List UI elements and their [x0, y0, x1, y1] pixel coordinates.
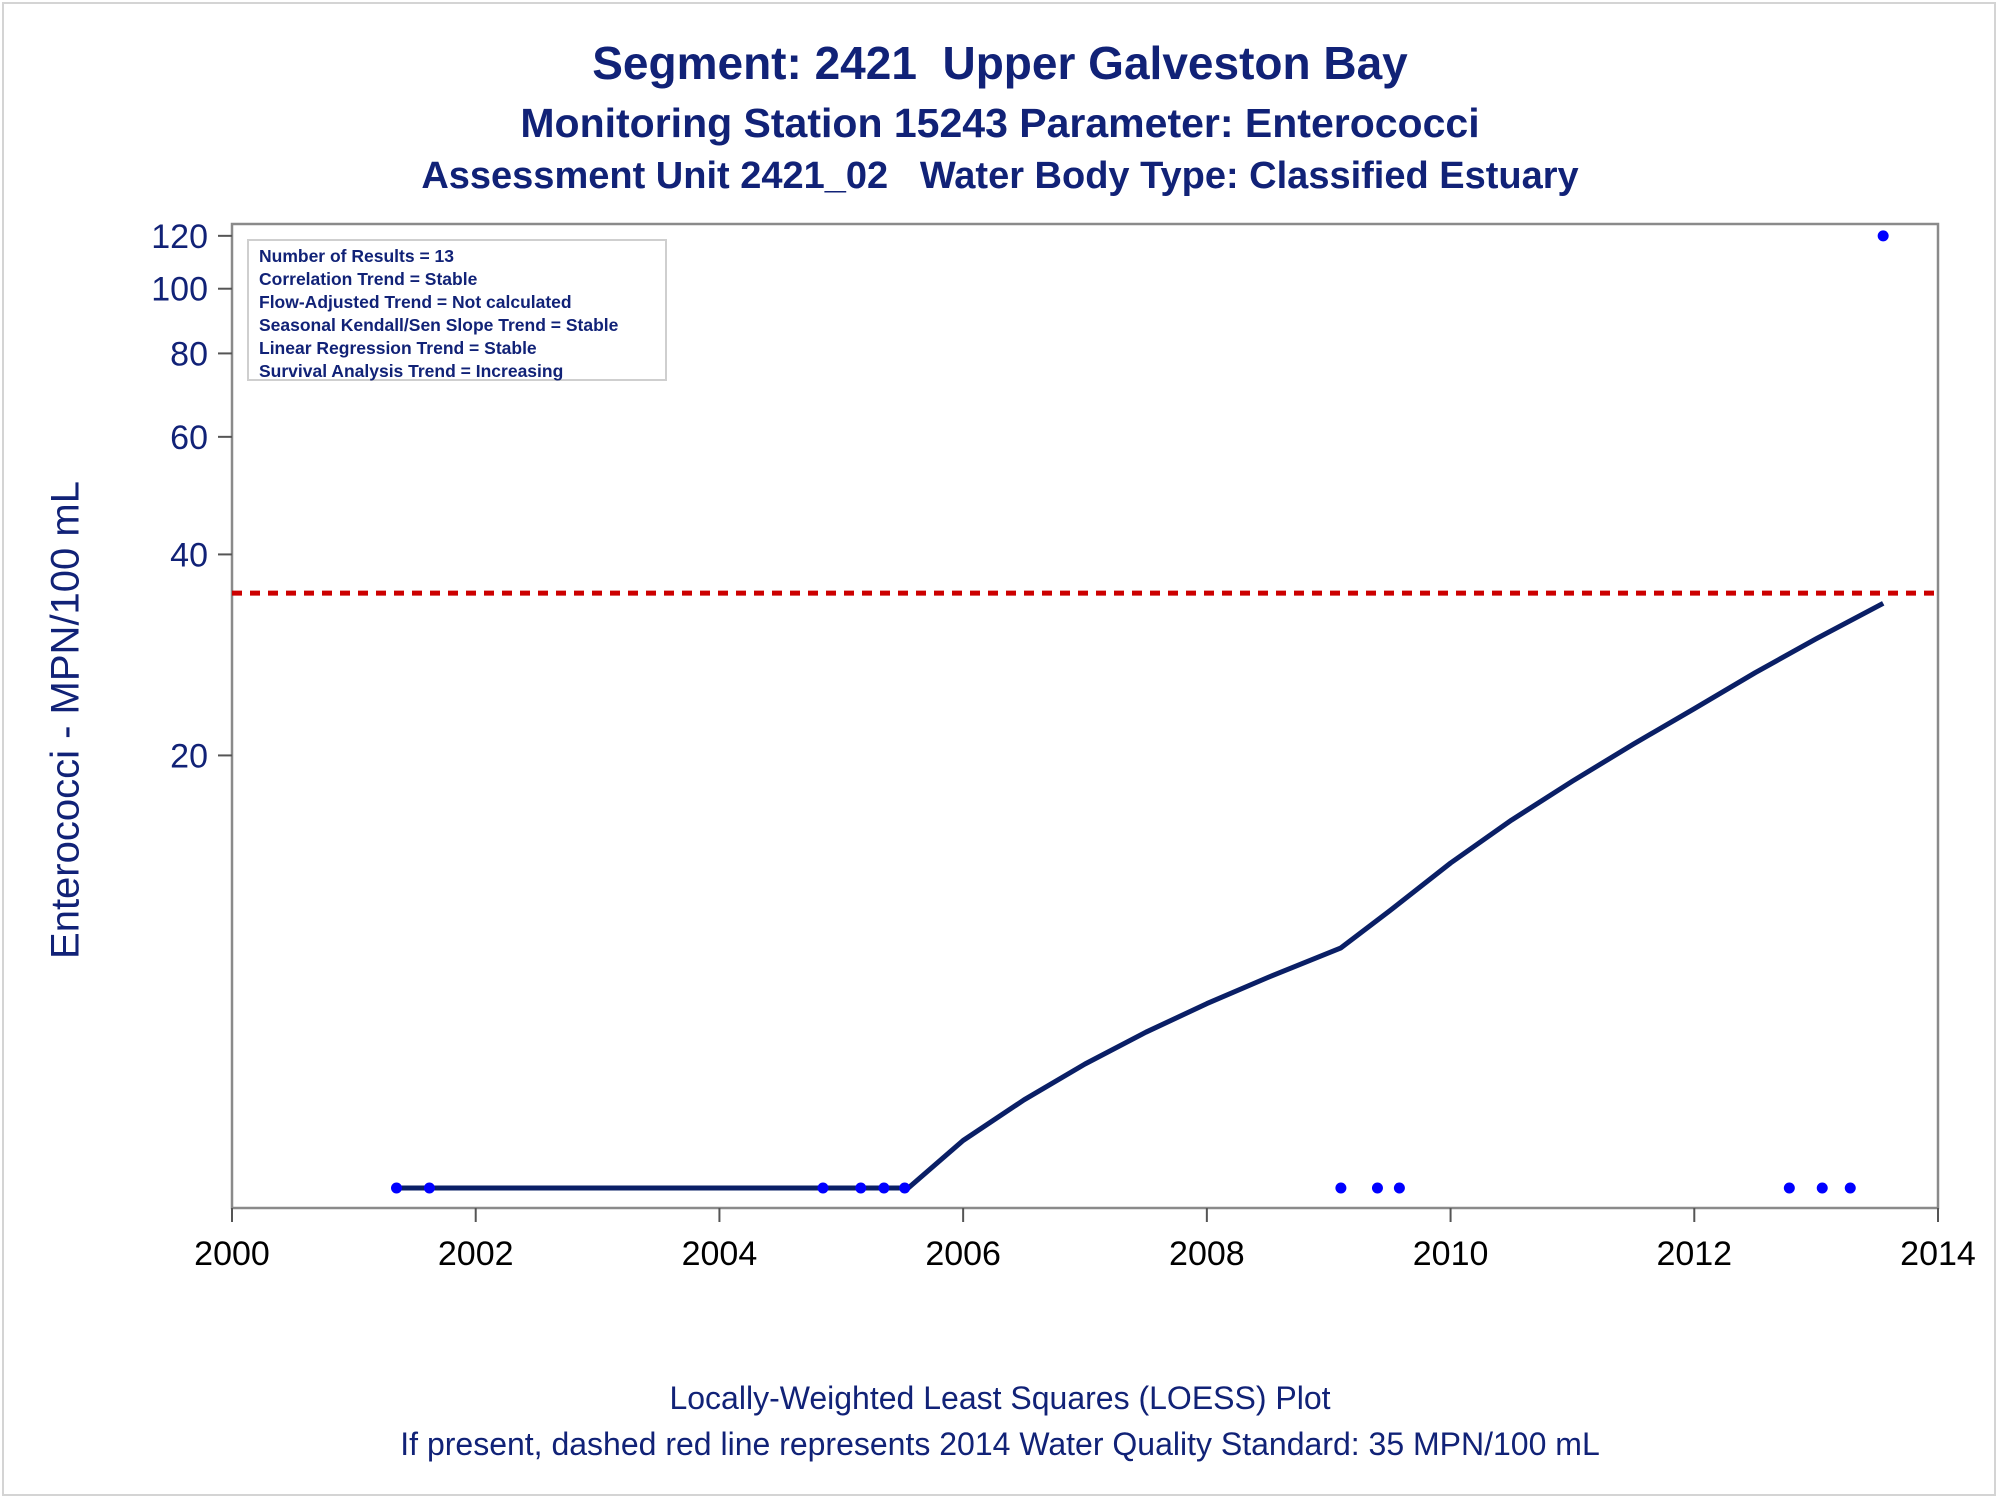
x-tick-label-2010: 2010	[1413, 1235, 1489, 1273]
data-point-5	[878, 1182, 890, 1194]
x-tick-label-2006: 2006	[925, 1235, 1001, 1273]
y-tick-label-20: 20	[170, 737, 208, 775]
data-point-3	[817, 1182, 829, 1194]
footnote-loess: Locally-Weighted Least Squares (LOESS) P…	[669, 1380, 1331, 1416]
loess-curve	[396, 601, 1885, 1191]
y-tick-label-80: 80	[170, 335, 208, 373]
data-point-8	[1371, 1182, 1383, 1194]
x-tick-label-2008: 2008	[1169, 1235, 1245, 1273]
x-tick-label-2014: 2014	[1900, 1235, 1976, 1273]
inset-number-of-results: Number of Results = 13	[259, 246, 454, 266]
data-point-2	[423, 1182, 435, 1194]
y-tick-label-100: 100	[151, 271, 208, 309]
data-point-13	[1877, 230, 1889, 242]
inset-survival-analysis-trend: Survival Analysis Trend = Increasing	[259, 361, 564, 381]
y-tick-label-120: 120	[151, 218, 208, 256]
data-point-12	[1844, 1182, 1856, 1194]
plot-area-frame	[230, 222, 1940, 1210]
data-point-4	[855, 1182, 867, 1194]
y-tick-label-40: 40	[170, 536, 208, 574]
y-tick-label-60: 60	[170, 419, 208, 457]
x-tick-label-2004: 2004	[682, 1235, 758, 1273]
data-point-7	[1335, 1182, 1347, 1194]
data-point-6	[899, 1182, 911, 1194]
inset-seasonal-kendall-trend: Seasonal Kendall/Sen Slope Trend = Stabl…	[259, 315, 619, 335]
inset-linear-regression-trend: Linear Regression Trend = Stable	[259, 338, 537, 358]
inset-correlation-trend: Correlation Trend = Stable	[259, 269, 478, 289]
data-point-9	[1393, 1182, 1405, 1194]
x-tick-label-2002: 2002	[438, 1235, 514, 1273]
chart-subtitle-station: Monitoring Station 15243 Parameter: Ente…	[520, 100, 1480, 146]
data-point-10	[1783, 1182, 1795, 1194]
data-point-11	[1816, 1182, 1828, 1194]
trend-summary-box: Number of Results = 13 Correlation Trend…	[247, 239, 667, 381]
data-point-1	[391, 1182, 403, 1194]
footnote-standard: If present, dashed red line represents 2…	[400, 1426, 1600, 1462]
x-tick-label-2012: 2012	[1656, 1235, 1732, 1273]
x-tick-label-2000: 2000	[194, 1235, 270, 1273]
inset-flow-adjusted-trend: Flow-Adjusted Trend = Not calculated	[259, 292, 572, 312]
chart-subtitle-assessment: Assessment Unit 2421_02 Water Body Type:…	[421, 155, 1579, 197]
chart-title: Segment: 2421 Upper Galveston Bay	[592, 37, 1408, 89]
